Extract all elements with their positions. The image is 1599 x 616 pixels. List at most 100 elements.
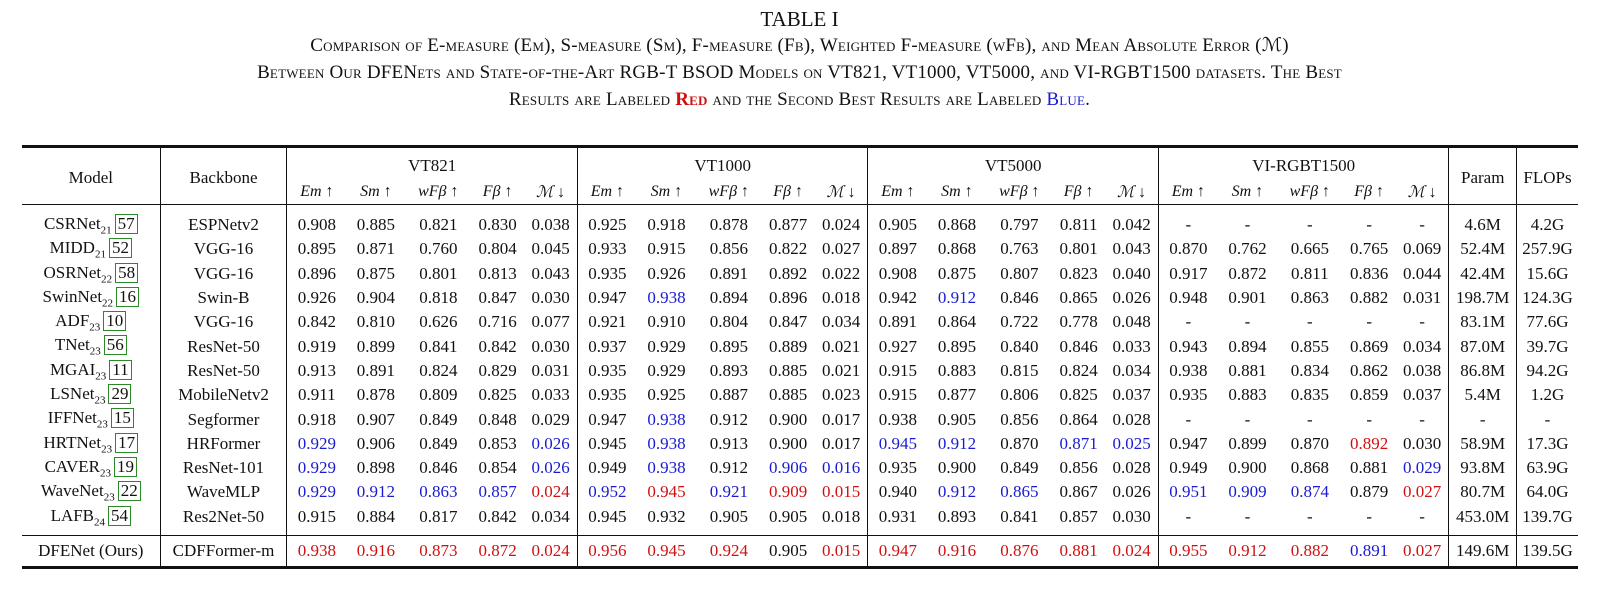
- metric-value: 0.904: [356, 288, 396, 308]
- metric-value: 0.022: [814, 261, 869, 286]
- metric-value: 0.908: [878, 263, 917, 283]
- metric-value: 0.030: [1105, 504, 1159, 529]
- metric-value: 0.938: [647, 458, 686, 478]
- model-name: OSRNet: [43, 262, 102, 282]
- header-metric: Em ↑: [1158, 179, 1218, 205]
- flops-cell: 64.0G: [1526, 482, 1569, 502]
- metric-value: 0.804: [478, 239, 517, 259]
- metric-value: 0.881: [1228, 360, 1267, 380]
- model-cell: HRTNet23 17: [22, 431, 161, 456]
- metric-value: 0.077: [524, 310, 578, 335]
- model-cell: LSNet23 29: [22, 383, 161, 408]
- metric-value: 0.040: [1105, 261, 1159, 286]
- metric-value: 0.869: [1350, 336, 1389, 356]
- metric-value: 0.915: [647, 239, 686, 259]
- metric-value: 0.906: [769, 458, 808, 478]
- metric-value: -: [1185, 312, 1192, 332]
- metric-value: 0.900: [769, 409, 808, 429]
- metric-value: 0.894: [1228, 336, 1267, 356]
- header-dataset-vi-rgbt1500: VI-RGBT1500: [1158, 145, 1450, 179]
- metric-value: 0.840: [1000, 336, 1039, 356]
- backbone-cell: WaveMLP: [160, 480, 288, 505]
- metric-value: 0.893: [937, 506, 977, 526]
- metric-value: 0.948: [1169, 288, 1208, 308]
- metric-value: 0.017: [814, 407, 869, 432]
- backbone-cell: Segformer: [160, 407, 288, 432]
- metric-value: 0.929: [647, 360, 686, 380]
- metric-value: 0.818: [419, 288, 458, 308]
- metric-value: 0.835: [1290, 385, 1329, 405]
- metric-value: 0.912: [1217, 535, 1278, 569]
- metric-value: 0.901: [1228, 288, 1267, 308]
- metric-value: 0.945: [636, 535, 697, 569]
- param-cell: 87.0M: [1448, 334, 1517, 359]
- model-name: WaveNet: [40, 481, 104, 501]
- model-name: TNet: [54, 335, 90, 355]
- param-cell: 52.4M: [1448, 237, 1517, 262]
- header-metric: Em ↑: [286, 179, 347, 205]
- metric-value: 0.945: [647, 482, 686, 502]
- param-cell: 93.8M: [1448, 455, 1517, 481]
- metric-value: 0.938: [647, 409, 686, 429]
- metric-value: 0.765: [1350, 239, 1389, 259]
- metric-value: 0.043: [524, 261, 578, 286]
- metric-value: 0.849: [1000, 458, 1039, 478]
- metric-value: 0.801: [419, 263, 458, 283]
- metric-value: -: [1185, 409, 1192, 429]
- metric-value: 0.030: [1395, 431, 1450, 456]
- header-metric: wFβ ↑: [1277, 179, 1343, 205]
- metric-value: 0.841: [419, 336, 458, 356]
- metric-value: 0.665: [1290, 239, 1329, 259]
- header-metric: ℳ ↓: [814, 179, 869, 205]
- metric-value: 0.030: [524, 334, 578, 359]
- flops-cell: 124.3G: [1522, 288, 1573, 308]
- backbone-cell: HRFormer: [160, 431, 288, 456]
- citation-ref: 11: [109, 359, 132, 380]
- metric-value: 0.864: [1059, 409, 1098, 429]
- model-year: 24: [94, 515, 106, 528]
- metric-value: 0.929: [647, 336, 686, 356]
- metric-value: 0.878: [709, 215, 748, 235]
- metric-value: 0.900: [937, 458, 977, 478]
- metric-value: 0.883: [1228, 385, 1267, 405]
- metric-value: 0.760: [419, 239, 458, 259]
- header-param: Param: [1448, 145, 1517, 205]
- metric-value: 0.836: [1350, 263, 1389, 283]
- metric-value: 0.925: [588, 215, 627, 235]
- metric-value: 0.825: [478, 385, 517, 405]
- metric-value: 0.842: [297, 312, 336, 332]
- header-backbone: Backbone: [160, 145, 288, 205]
- metric-value: 0.813: [478, 263, 517, 283]
- metric-value: 0.947: [867, 535, 928, 569]
- metric-value: 0.912: [937, 288, 977, 308]
- backbone-cell: VGG-16: [160, 310, 288, 335]
- metric-value: 0.889: [769, 336, 808, 356]
- metric-value: 0.905: [709, 506, 748, 526]
- metric-value: 0.881: [1350, 458, 1389, 478]
- metric-value: 0.034: [1395, 334, 1450, 359]
- metric-value: 0.892: [769, 263, 808, 283]
- metric-value: 0.868: [1290, 458, 1329, 478]
- metric-value: 0.899: [1228, 433, 1267, 453]
- metric-value: 0.018: [814, 504, 869, 529]
- spacer-row: [22, 528, 1578, 536]
- metric-value: 0.891: [878, 312, 917, 332]
- metric-value: 0.027: [1395, 535, 1450, 569]
- param-cell: 58.9M: [1448, 431, 1517, 456]
- header-metric: Fβ ↑: [1052, 179, 1106, 205]
- metric-value: 0.945: [588, 506, 627, 526]
- metric-value: 0.841: [1000, 506, 1039, 526]
- table-row: IFFNet23 15 Segformer 0.918 0.907 0.849 0.848 0…: [22, 407, 1578, 432]
- metric-value: 0.034: [814, 310, 869, 335]
- backbone-cell: Res2Net-50: [160, 504, 288, 529]
- metric-value: 0.842: [478, 336, 517, 356]
- metric-value: 0.913: [709, 433, 748, 453]
- param-cell: 5.4M: [1448, 383, 1517, 408]
- metric-value: 0.024: [814, 213, 869, 238]
- model-cell: MGAI23 11: [22, 358, 161, 384]
- metric-value: 0.018: [814, 285, 869, 311]
- backbone-cell: CDFFormer-m: [160, 535, 288, 569]
- metric-value: 0.891: [1342, 535, 1396, 569]
- metric-value: 0.908: [297, 215, 336, 235]
- metric-value: 0.857: [478, 482, 517, 502]
